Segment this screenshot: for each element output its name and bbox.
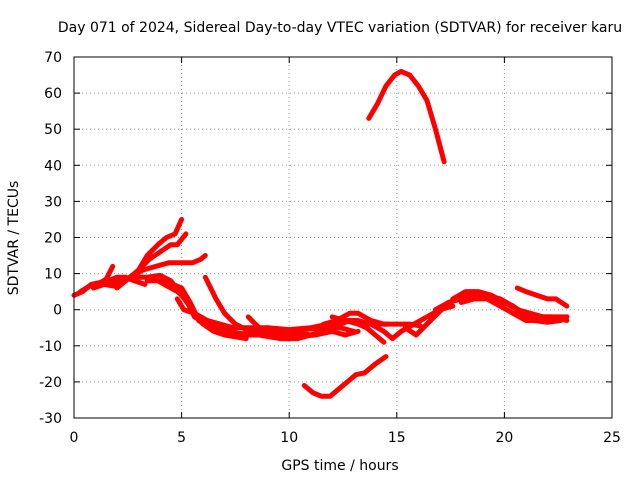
y-tick-label: 50: [44, 122, 62, 138]
series-track-14: [329, 314, 387, 345]
series-track-10: [202, 274, 361, 340]
y-tick-label: -30: [39, 411, 62, 427]
x-tick-labels: 0 5 10 15 20 25: [70, 430, 621, 446]
x-tick-label: 25: [603, 430, 621, 446]
x-tick-label: 5: [177, 430, 186, 446]
x-tick-label: 10: [280, 430, 298, 446]
y-tick-label: -20: [39, 375, 62, 391]
x-tick-label: 15: [388, 430, 406, 446]
y-tick-label: 10: [44, 267, 62, 283]
y-tick-label: 40: [44, 158, 62, 174]
series-track-21: [514, 285, 570, 309]
y-tick-label: 0: [53, 303, 62, 319]
y-axis-label: SDTVAR / TECUs: [6, 181, 22, 296]
y-tick-label: 20: [44, 231, 62, 247]
series-track-19: [450, 289, 570, 320]
series-group: [71, 68, 570, 399]
y-tick-label: -10: [39, 339, 62, 355]
y-tick-label: 60: [44, 86, 62, 102]
y-tick-labels: -30 -20 -10 0 10 20 30 40 50 60 70: [39, 50, 62, 427]
grid: [74, 57, 612, 418]
axis-ticks: [73, 56, 613, 419]
series-track-16: [366, 68, 447, 165]
x-tick-label: 0: [70, 430, 79, 446]
y-tick-label: 70: [44, 50, 62, 66]
x-tick-label: 20: [495, 430, 513, 446]
series-track-20: [458, 296, 570, 323]
series-track-15: [301, 354, 389, 399]
y-tick-label: 30: [44, 194, 62, 210]
x-axis-label: GPS time / hours: [281, 458, 398, 474]
chart-title: Day 071 of 2024, Sidereal Day-to-day VTE…: [58, 20, 622, 36]
series-track-12: [265, 303, 456, 342]
